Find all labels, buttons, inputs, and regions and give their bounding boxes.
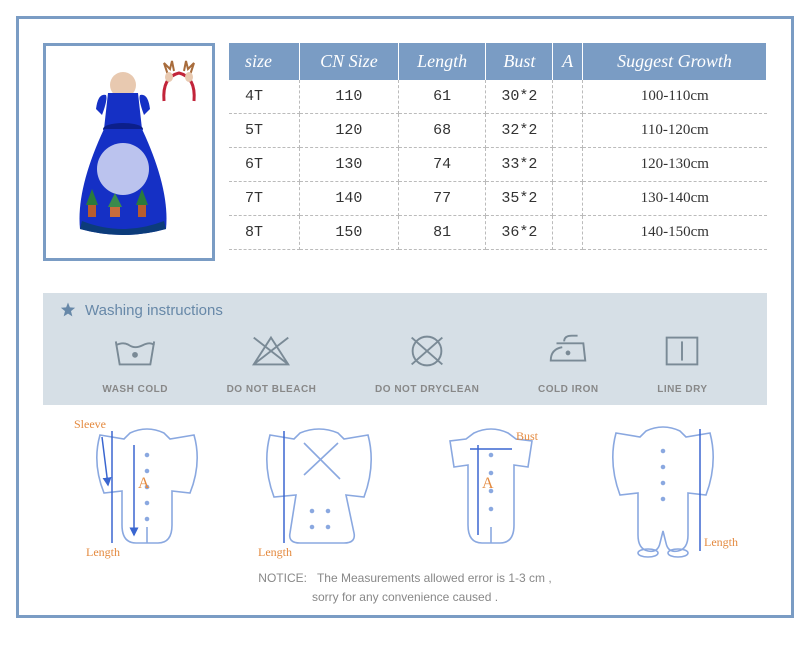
wash-label: WASH COLD — [102, 384, 168, 395]
washing-instructions-block: Washing instructions WASH COLD DO NOT BLE… — [43, 293, 767, 405]
no-dryclean-icon — [404, 331, 450, 376]
table-row: 8T1508136*2 140-150cm — [229, 216, 767, 250]
col-bust: Bust — [486, 43, 553, 80]
notice-text: NOTICE: The Measurements allowed error i… — [43, 569, 767, 607]
notice-prefix: NOTICE: — [258, 571, 307, 585]
wash-cold-icon — [112, 331, 158, 376]
label-length-4: Length — [704, 535, 738, 550]
wash-label: DO NOT BLEACH — [227, 384, 317, 395]
table-cell: 120-130cm — [583, 148, 767, 182]
table-cell: 7T — [229, 182, 300, 216]
table-row: 6T1307433*2 120-130cm — [229, 148, 767, 182]
garment-diagram-4: Length — [588, 415, 738, 565]
table-cell: 68 — [398, 114, 486, 148]
table-cell: 110 — [300, 80, 399, 114]
table-cell: 140 — [300, 182, 399, 216]
no-bleach-icon — [248, 331, 294, 376]
col-length: Length — [398, 43, 486, 80]
col-a: A — [553, 43, 583, 80]
table-cell: 61 — [398, 80, 486, 114]
size-table-body: 4T1106130*2 100-110cm 5T1206832*2 110-120cm… — [229, 80, 767, 250]
table-cell: 33*2 — [486, 148, 553, 182]
label-a-1: A — [138, 475, 150, 493]
wash-item-cold-iron: COLD IRON — [538, 331, 599, 395]
table-cell: 35*2 — [486, 182, 553, 216]
table-cell: 140-150cm — [583, 216, 767, 250]
col-size: size — [229, 43, 300, 80]
table-cell: 110-120cm — [583, 114, 767, 148]
table-cell: 130 — [300, 148, 399, 182]
product-image-frame — [43, 43, 215, 261]
measurement-diagrams: Sleeve A Length Length — [43, 415, 767, 565]
garment-diagram-1: Sleeve A Length — [72, 415, 222, 565]
wash-label: DO NOT DRYCLEAN — [375, 384, 479, 395]
table-cell: 77 — [398, 182, 486, 216]
wash-label: LINE DRY — [657, 384, 707, 395]
table-cell: 150 — [300, 216, 399, 250]
line-dry-icon — [659, 331, 705, 376]
table-cell: 8T — [229, 216, 300, 250]
table-row: 5T1206832*2 110-120cm — [229, 114, 767, 148]
washing-title: Washing instructions — [85, 302, 223, 319]
headband-illustration — [156, 59, 202, 105]
washing-title-row: Washing instructions — [43, 301, 767, 319]
table-cell: 130-140cm — [583, 182, 767, 216]
label-length-2: Length — [258, 545, 292, 560]
table-cell: 5T — [229, 114, 300, 148]
top-row: size CN Size Length Bust A Suggest Growt… — [43, 43, 767, 261]
table-cell: 4T — [229, 80, 300, 114]
cold-iron-icon — [545, 331, 591, 376]
table-cell: 74 — [398, 148, 486, 182]
washing-icons-row: WASH COLD DO NOT BLEACH DO NOT DRYCLEAN COL… — [43, 325, 767, 395]
label-length-1: Length — [86, 545, 120, 560]
table-cell: 36*2 — [486, 216, 553, 250]
table-cell: 32*2 — [486, 114, 553, 148]
notice-line2: sorry for any convenience caused . — [312, 590, 498, 604]
table-cell: 6T — [229, 148, 300, 182]
product-image — [54, 55, 204, 250]
col-cnsize: CN Size — [300, 43, 399, 80]
size-table-head: size CN Size Length Bust A Suggest Growt… — [229, 43, 767, 80]
notice-line1: The Measurements allowed error is 1-3 cm… — [317, 571, 552, 585]
table-cell: 120 — [300, 114, 399, 148]
label-sleeve: Sleeve — [74, 417, 106, 432]
table-cell — [553, 182, 583, 216]
outer-frame: size CN Size Length Bust A Suggest Growt… — [16, 16, 794, 618]
label-a-3: A — [482, 475, 494, 493]
garment-diagram-3: Bust A — [416, 415, 566, 565]
table-cell — [553, 216, 583, 250]
col-growth: Suggest Growth — [583, 43, 767, 80]
size-table: size CN Size Length Bust A Suggest Growt… — [229, 43, 767, 250]
wash-label: COLD IRON — [538, 384, 599, 395]
wash-item-no-bleach: DO NOT BLEACH — [227, 331, 317, 395]
table-cell: 81 — [398, 216, 486, 250]
wash-item-no-dryclean: DO NOT DRYCLEAN — [375, 331, 479, 395]
star-icon — [59, 301, 77, 319]
label-bust: Bust — [516, 429, 538, 444]
garment-diagram-2: Length — [244, 415, 394, 565]
table-cell — [553, 148, 583, 182]
wash-item-line-dry: LINE DRY — [657, 331, 707, 395]
table-row: 4T1106130*2 100-110cm — [229, 80, 767, 114]
table-cell — [553, 80, 583, 114]
table-cell — [553, 114, 583, 148]
table-cell: 100-110cm — [583, 80, 767, 114]
table-cell: 30*2 — [486, 80, 553, 114]
table-row: 7T1407735*2 130-140cm — [229, 182, 767, 216]
wash-item-wash-cold: WASH COLD — [102, 331, 168, 395]
